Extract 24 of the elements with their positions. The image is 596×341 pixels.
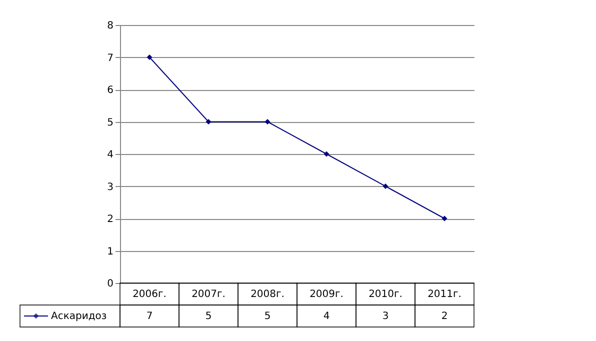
y-tick-label: 4 (107, 150, 114, 160)
x-tick-label: 2011г. (428, 289, 462, 300)
y-tick-label: 5 (107, 117, 114, 128)
point (442, 216, 448, 222)
y-tick-label: 0 (107, 278, 114, 290)
y-tick-label: 1 (107, 246, 114, 258)
y-tick-label: 2 (107, 214, 114, 225)
x-tick-label: 2009г. (310, 289, 344, 300)
data-label: 4 (323, 311, 330, 322)
y-tick-label: 7 (107, 52, 114, 64)
data-label: 5 (264, 311, 271, 322)
y-tick-label: 6 (107, 85, 114, 96)
y-tick-label: 3 (107, 182, 114, 193)
data-label: 5 (205, 311, 212, 322)
data-label: 2 (441, 311, 448, 322)
y-tick-label: 8 (107, 20, 114, 32)
point (324, 151, 330, 157)
x-tick-label: 2008г. (250, 289, 284, 300)
x-tick-label: 2010г. (368, 289, 402, 300)
x-tick-label: 2006г. (132, 289, 166, 300)
x-tick-label: 2007г. (192, 289, 226, 300)
data-label: 7 (146, 311, 153, 322)
legend-label: Аскаридоз (51, 311, 107, 322)
data-label: 3 (382, 311, 389, 322)
